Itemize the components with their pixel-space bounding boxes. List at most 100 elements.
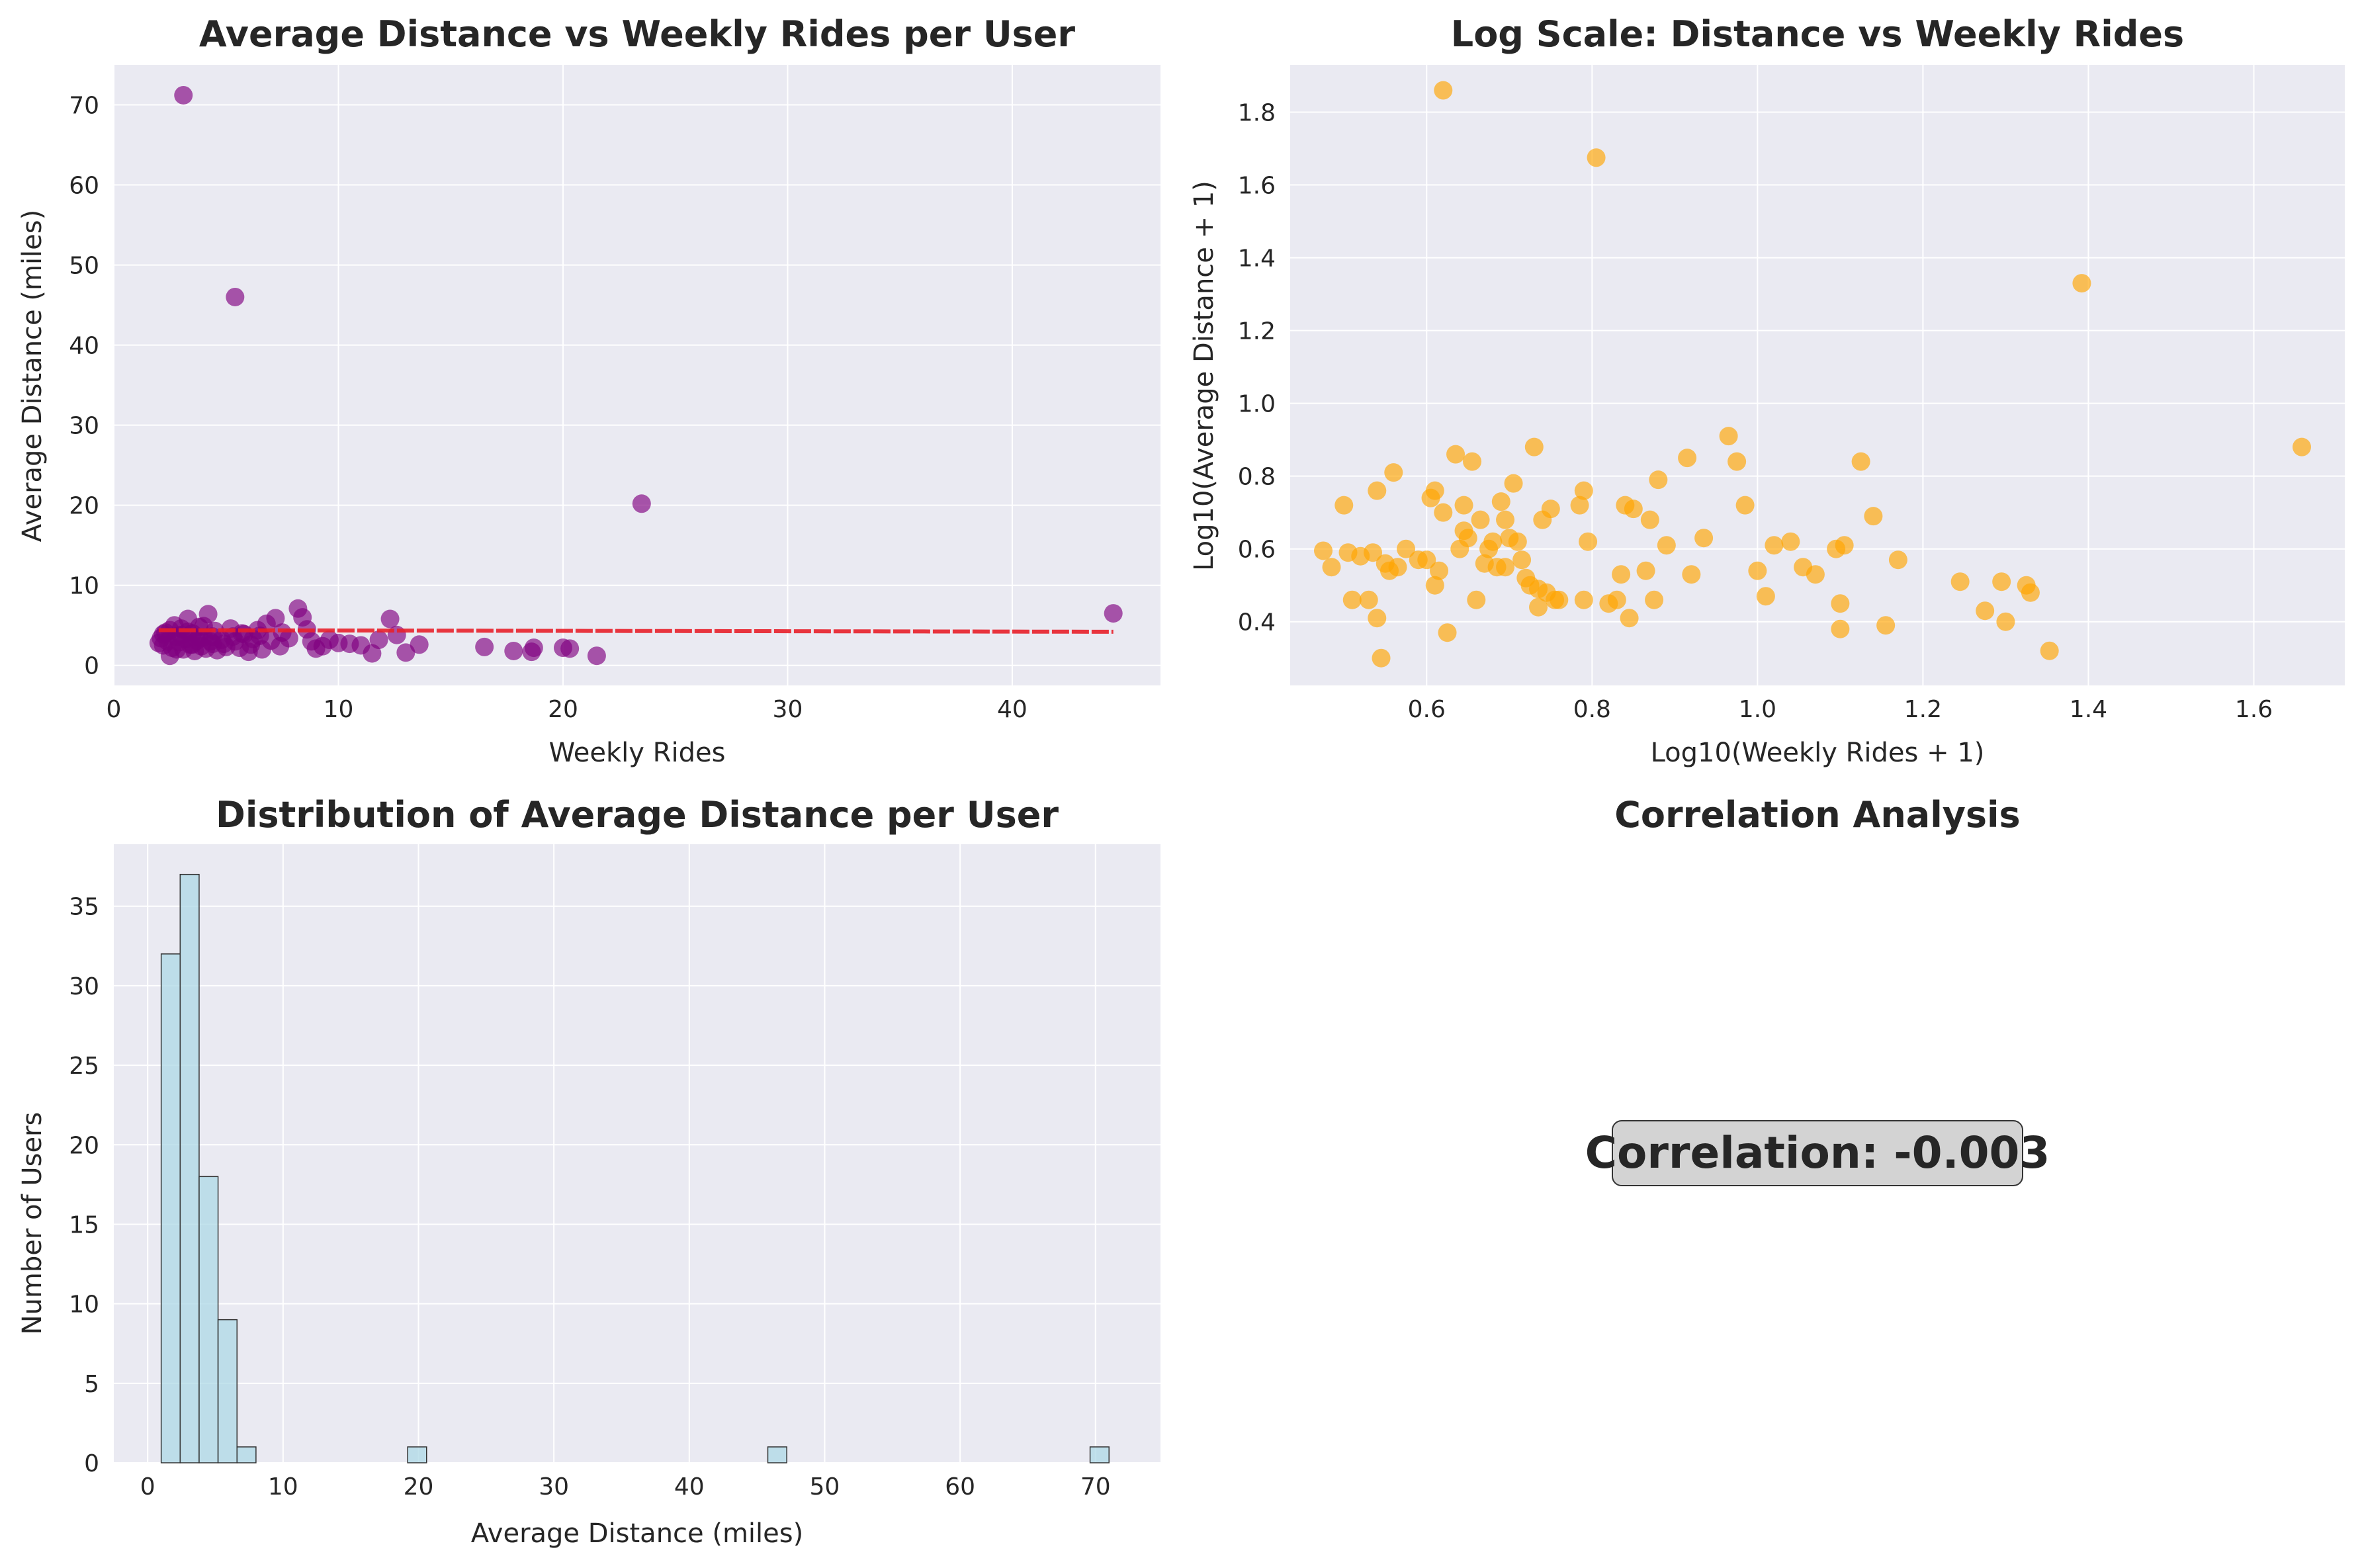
- y-tick-labels: 0.4 0.6 0.8 1.0 1.2 1.4 1.6 1.8: [1238, 100, 1276, 636]
- data-point: [1491, 492, 1510, 511]
- data-point: [1694, 529, 1714, 548]
- data-point: [1831, 619, 1850, 638]
- data-point: [1574, 590, 1593, 609]
- chart-title: Log Scale: Distance vs Weekly Rides: [1451, 13, 2184, 55]
- data-point: [1512, 550, 1532, 570]
- data-point: [1322, 558, 1341, 577]
- y-tick-labels: 0 10 20 30 40 50 60 70: [69, 93, 99, 680]
- x-tick-label: 30: [773, 696, 803, 723]
- data-point: [1570, 496, 1589, 515]
- data-point: [2292, 437, 2311, 457]
- y-tick-label: 1.0: [1238, 391, 1276, 418]
- data-point: [174, 85, 193, 105]
- y-tick-label: 0: [84, 653, 99, 680]
- data-point: [167, 640, 187, 659]
- histogram-bars: [160, 873, 1110, 1463]
- histogram-bar: [217, 1319, 238, 1463]
- plot-area: [114, 844, 1160, 1463]
- gridlines: [113, 65, 1160, 685]
- x-tick-labels: 0.6 0.8 1.0 1.2 1.4 1.6: [1408, 696, 2273, 723]
- trend-line-group: [158, 628, 1114, 634]
- data-point: [1950, 572, 1970, 591]
- histogram-bar: [160, 953, 181, 1463]
- y-tick-label: 30: [69, 973, 99, 1000]
- data-point: [410, 635, 429, 654]
- scatter-panel-log: 0.6 0.8 1.0 1.2 1.4 1.6 0.4 0.6 0.8 1.0 1.2 1.4 1.6…: [1189, 13, 2345, 768]
- data-point: [524, 638, 543, 658]
- data-point: [1976, 601, 1995, 621]
- x-tick-label: 10: [324, 696, 354, 723]
- data-point: [380, 609, 400, 629]
- data-point: [226, 287, 245, 306]
- data-point: [1831, 594, 1850, 613]
- data-point: [1620, 609, 1639, 628]
- data-point: [1359, 590, 1378, 609]
- x-tick-label: 30: [539, 1473, 569, 1501]
- y-tick-label: 0.6: [1238, 537, 1276, 564]
- data-point: [1364, 543, 1383, 562]
- x-tick-label: 1.4: [2070, 696, 2107, 723]
- y-tick-label: 1.6: [1238, 173, 1276, 200]
- y-tick-label: 25: [69, 1053, 99, 1080]
- data-point: [1587, 148, 1606, 167]
- data-point: [1657, 536, 1676, 555]
- data-point: [1888, 550, 1907, 570]
- correlation-panel: Correlation Analysis Correlation: -0.003: [1585, 794, 2050, 1186]
- y-tick-label: 40: [69, 333, 99, 360]
- histogram-bar: [198, 1176, 219, 1463]
- data-point: [1384, 463, 1403, 482]
- data-point: [560, 639, 580, 658]
- plot-area: [1290, 65, 2345, 685]
- data-point: [1756, 587, 1775, 606]
- x-tick-label: 20: [404, 1473, 434, 1501]
- data-point: [1368, 609, 1387, 628]
- data-point: [387, 625, 406, 644]
- y-tick-label: 35: [69, 894, 99, 921]
- x-tick-label: 0.6: [1408, 696, 1446, 723]
- histogram-bar: [236, 1446, 257, 1463]
- y-tick-label: 10: [69, 573, 99, 600]
- x-tick-label: 0.8: [1573, 696, 1611, 723]
- y-tick-label: 1.8: [1238, 100, 1276, 127]
- data-point: [1541, 500, 1560, 519]
- y-tick-label: 5: [84, 1371, 99, 1398]
- x-tick-label: 1.0: [1739, 696, 1776, 723]
- data-point: [475, 637, 494, 656]
- data-point: [1524, 437, 1544, 457]
- data-point: [1438, 623, 1457, 642]
- data-point: [587, 646, 606, 666]
- y-tick-label: 60: [69, 173, 99, 200]
- data-point: [1645, 590, 1664, 609]
- y-tick-label: 50: [69, 253, 99, 280]
- x-tick-labels: 0 10 20 30 40: [107, 696, 1028, 723]
- data-point: [2040, 641, 2059, 660]
- data-point: [1781, 532, 1800, 551]
- y-axis-label: Log10(Average Distance + 1): [1189, 181, 1219, 571]
- data-point: [1765, 536, 1784, 555]
- data-point: [1397, 539, 1416, 558]
- data-point: [1529, 597, 1548, 617]
- data-point: [1463, 452, 1482, 471]
- gridlines: [1290, 65, 2345, 685]
- chart-title: Distribution of Average Distance per Use…: [216, 794, 1059, 836]
- data-point: [1508, 532, 1527, 551]
- data-point: [1640, 510, 1659, 529]
- y-tick-label: 30: [69, 413, 99, 440]
- data-point: [1636, 561, 1655, 580]
- data-point: [1446, 445, 1465, 464]
- data-point: [1851, 452, 1870, 471]
- correlation-box: [1612, 1120, 2023, 1186]
- data-point: [1342, 590, 1362, 609]
- data-point: [1504, 474, 1523, 493]
- correlation-value: Correlation: -0.003: [1585, 1127, 2050, 1178]
- data-point: [1496, 510, 1515, 529]
- data-point: [1425, 481, 1444, 500]
- data-point: [1649, 470, 1668, 490]
- y-tick-label: 20: [69, 493, 99, 520]
- data-point: [1372, 648, 1391, 668]
- data-point: [1425, 576, 1444, 595]
- x-tick-label: 60: [945, 1473, 975, 1501]
- x-tick-label: 40: [997, 696, 1028, 723]
- data-point: [1467, 590, 1486, 609]
- histogram-bar: [767, 1446, 787, 1463]
